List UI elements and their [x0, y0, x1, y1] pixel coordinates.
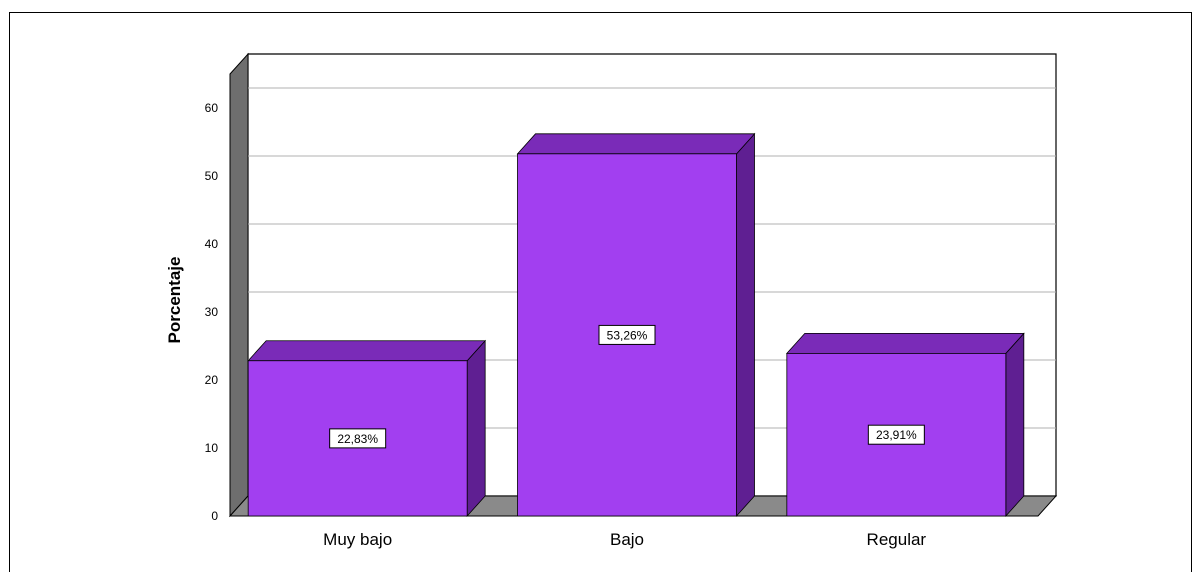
data-label: 23,91% [876, 428, 917, 442]
bar-side [1005, 332, 1025, 518]
bar-top [247, 340, 487, 362]
bar-chart: 22,83% 53,26% 23,91% 0 10 20 30 40 50 60 Muy baj… [165, 52, 1058, 549]
bar-top [785, 333, 1025, 354]
x-axis-categories: Muy bajo Bajo Regular [323, 530, 926, 549]
data-label-box [867, 424, 925, 445]
y-tick-label: 10 [205, 441, 219, 455]
bar-side [736, 132, 755, 518]
bar-top [516, 133, 756, 155]
y-tick-label: 30 [205, 305, 219, 319]
category-label: Muy bajo [323, 530, 392, 549]
data-label: 53,26% [607, 328, 648, 342]
y-tick-label: 60 [205, 101, 219, 115]
side-wall [229, 52, 249, 518]
y-tick-label: 50 [205, 169, 219, 183]
bars: 22,83% 53,26% 23,91% [247, 132, 1025, 518]
y-tick-label: 40 [205, 237, 219, 251]
data-label-box [329, 428, 387, 449]
chart-frame [9, 12, 1192, 572]
y-axis-title: Porcentaje [165, 257, 184, 344]
data-label: 22,83% [337, 432, 378, 446]
bar: 23,91% [785, 332, 1025, 518]
category-label: Regular [867, 530, 927, 549]
bar-side [466, 339, 486, 518]
y-axis-ticks: 0 10 20 30 40 50 60 [205, 101, 219, 523]
category-label: Bajo [610, 530, 644, 549]
y-tick-label: 20 [205, 373, 219, 387]
data-label-box [598, 324, 656, 345]
bar: 53,26% [516, 132, 756, 518]
y-tick-label: 0 [211, 509, 218, 523]
bar: 22,83% [247, 339, 487, 518]
